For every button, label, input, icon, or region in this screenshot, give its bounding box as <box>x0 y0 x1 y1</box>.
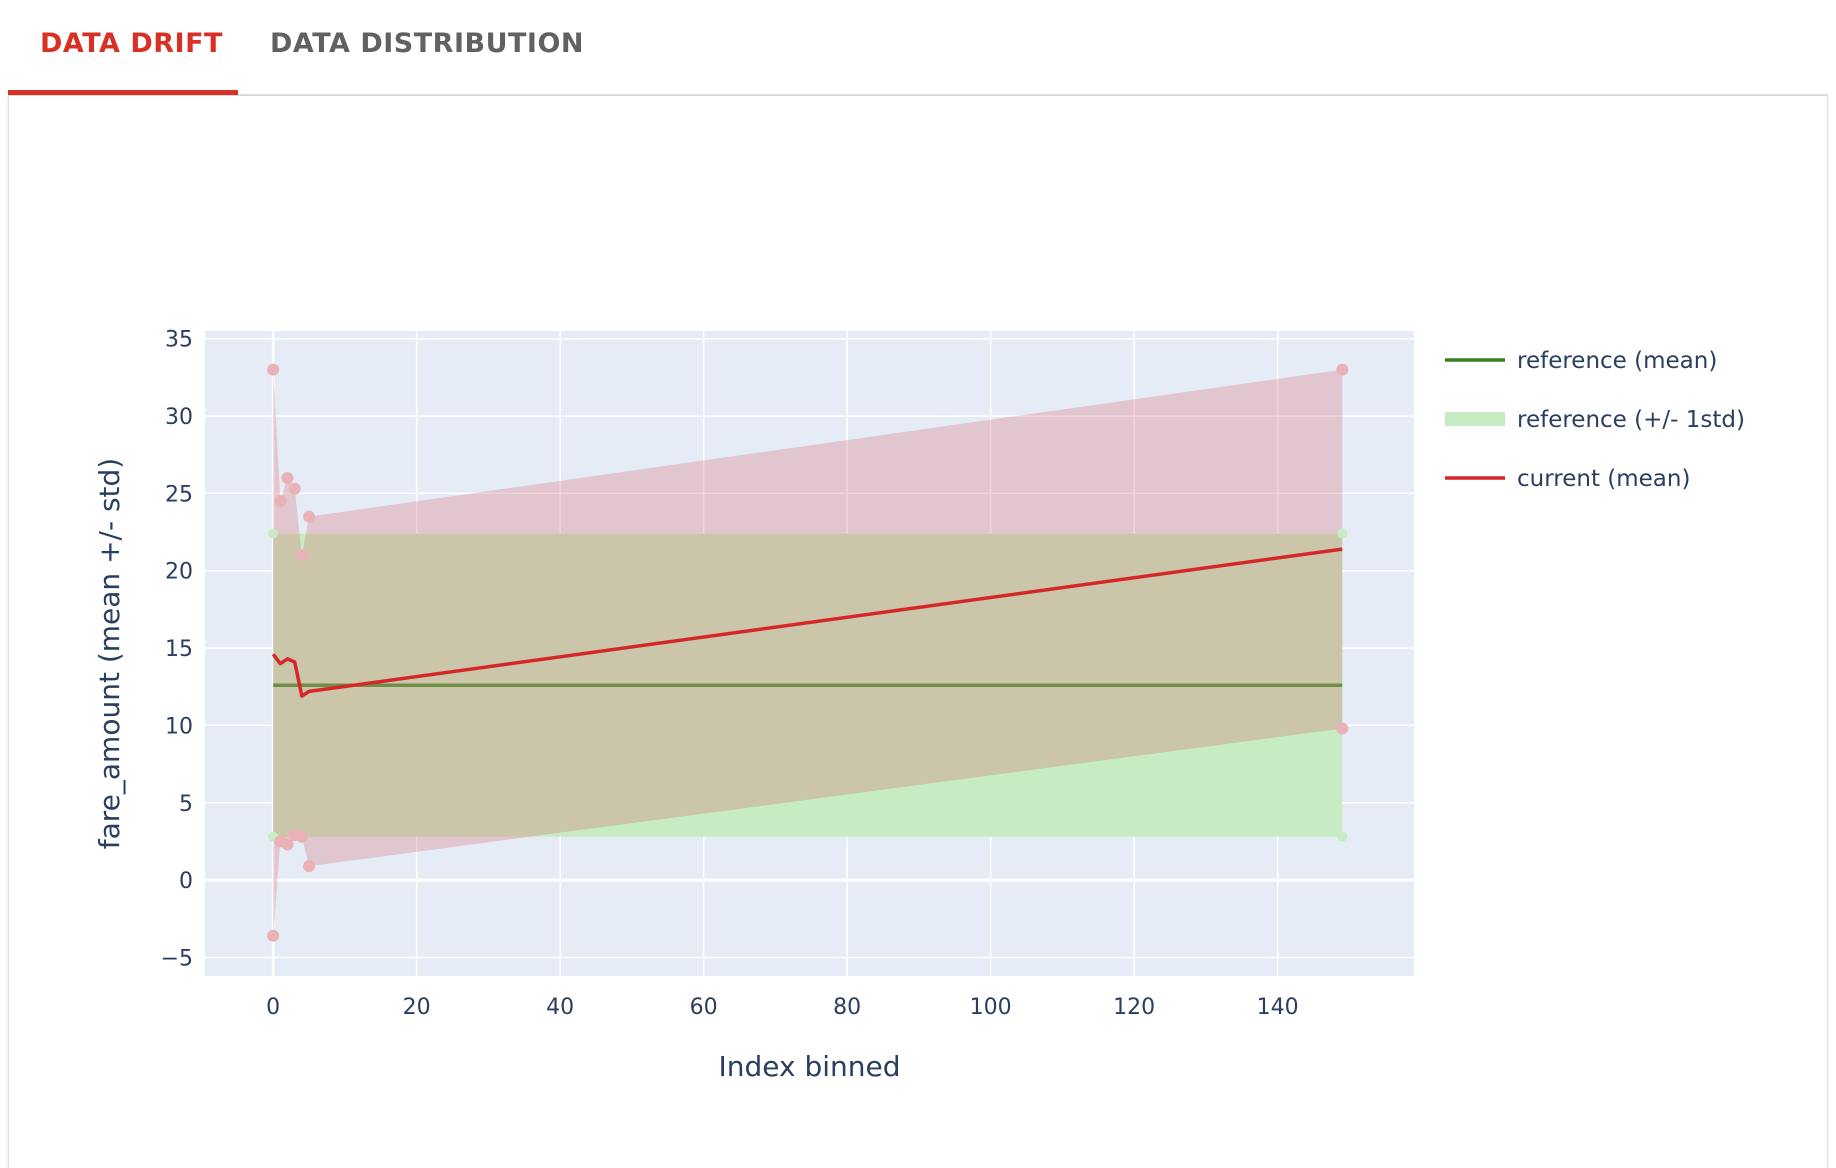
current-band-lower-point <box>1336 722 1349 735</box>
y-tick-label: 15 <box>165 637 193 662</box>
y-axis-ticks: −5 0 5 10 15 20 25 30 35 <box>161 328 193 972</box>
tab-data-drift[interactable]: DATA DRIFT <box>40 28 223 59</box>
tab-data-distribution[interactable]: DATA DISTRIBUTION <box>270 28 585 59</box>
current-std-band <box>273 369 1343 936</box>
x-tick-label: 140 <box>1257 995 1299 1020</box>
y-axis-title: fare_amount (mean +/- std) <box>93 458 126 849</box>
drift-chart: 0 20 40 60 80 100 120 140 −5 0 5 10 15 20 25 30 35 Inde… <box>93 328 1745 1083</box>
current-band-lower-point <box>281 838 294 851</box>
y-tick-label: 30 <box>165 405 193 430</box>
current-band-upper-point <box>295 549 308 562</box>
current-band-upper-point <box>267 363 280 376</box>
y-tick-label: −5 <box>161 946 193 971</box>
y-tick-label: 5 <box>179 792 193 817</box>
current-band-upper-point <box>1336 363 1349 376</box>
current-band-upper-point <box>288 482 301 495</box>
y-tick-label: 25 <box>165 482 193 507</box>
mean-lines <box>271 547 1343 698</box>
y-tick-label: 0 <box>179 869 193 894</box>
x-axis-ticks: 0 20 40 60 80 100 120 140 <box>266 995 1299 1020</box>
current-band-upper-point <box>274 495 287 508</box>
band-markers <box>267 363 1349 942</box>
current-band-upper-point <box>303 510 316 523</box>
y-tick-label: 35 <box>165 328 193 353</box>
legend-entry-label: reference (+/- 1std) <box>1517 407 1745 433</box>
legend-entry-label: reference (mean) <box>1517 348 1717 374</box>
x-tick-label: 60 <box>690 995 718 1020</box>
reference-band-upper-point <box>1337 528 1348 539</box>
legend: reference (mean) reference (+/- 1std) curr… <box>1445 348 1745 492</box>
reference-band-lower-point <box>1337 831 1348 842</box>
x-axis-title: Index binned <box>718 1050 900 1083</box>
current-band-upper-point <box>281 471 294 484</box>
y-tick-label: 20 <box>165 560 193 585</box>
active-tab-indicator <box>8 90 238 95</box>
current-band-lower-point <box>303 860 316 873</box>
current-band-lower-point <box>267 929 280 942</box>
y-tick-label: 10 <box>165 714 193 739</box>
x-tick-label: 80 <box>833 995 861 1020</box>
current-mean-line <box>271 547 1343 698</box>
current-band-lower-point <box>295 830 308 843</box>
x-tick-label: 100 <box>970 995 1012 1020</box>
tab-bar: DATA DRIFT DATA DISTRIBUTION <box>8 0 1828 96</box>
x-tick-label: 120 <box>1113 995 1155 1020</box>
reference-band-upper-point <box>268 528 279 539</box>
x-tick-label: 0 <box>266 995 280 1020</box>
chart-panel: 0 20 40 60 80 100 120 140 −5 0 5 10 15 20 25 30 35 Inde… <box>8 96 1828 1168</box>
x-tick-label: 40 <box>546 995 574 1020</box>
legend-band-symbol <box>1445 412 1505 426</box>
legend-entry-label: current (mean) <box>1517 466 1690 492</box>
x-tick-label: 20 <box>403 995 431 1020</box>
